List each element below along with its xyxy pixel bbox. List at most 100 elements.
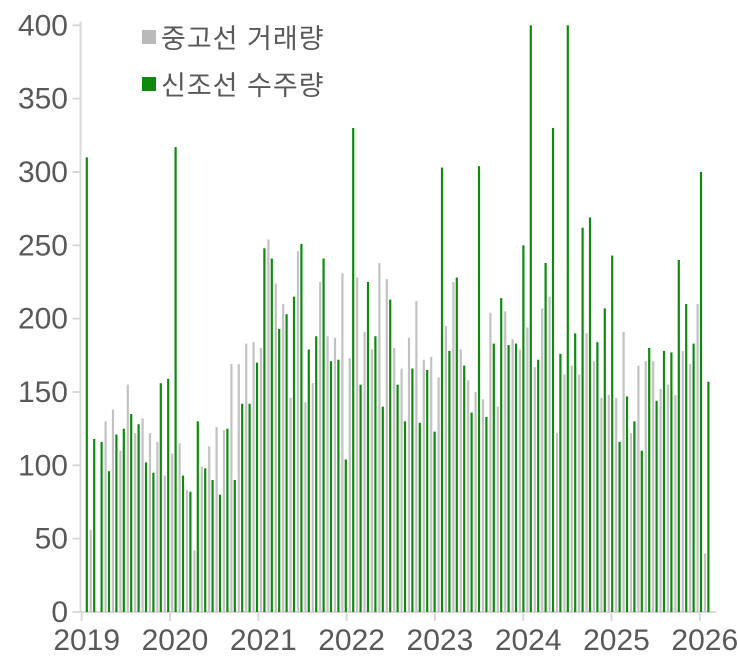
bar-used (585, 333, 588, 612)
y-tick-label: 0 (51, 596, 68, 629)
bar-used (644, 361, 647, 612)
bar-used (326, 336, 329, 612)
bar-newbuild (433, 431, 436, 612)
bar-used (215, 427, 218, 612)
bar-used (622, 331, 625, 612)
bar-newbuild (514, 343, 518, 612)
bar-newbuild (307, 349, 310, 612)
y-tick-label: 100 (18, 449, 68, 482)
bar-used (407, 337, 411, 612)
bar-newbuild (241, 403, 244, 612)
bar-newbuild (485, 416, 488, 612)
bar-used (430, 356, 433, 612)
bar-newbuild (93, 438, 96, 612)
bar-used (607, 394, 610, 612)
bar-used (674, 394, 677, 612)
bar-used (378, 262, 381, 612)
bar-newbuild (418, 422, 421, 612)
bar-used (637, 365, 640, 612)
x-tick-label: 2024 (495, 624, 562, 657)
bar-newbuild (389, 299, 392, 612)
bar-newbuild (100, 441, 103, 612)
bar-newbuild (248, 403, 251, 612)
y-tick-label: 300 (18, 156, 68, 189)
bar-newbuild (300, 243, 303, 612)
bar-used (89, 529, 92, 612)
bar-used (319, 281, 322, 612)
bar-used (237, 364, 240, 612)
bar-newbuild (366, 281, 370, 612)
bar-newbuild (507, 345, 510, 612)
bar-used (119, 450, 122, 612)
bar-used (696, 303, 699, 612)
bar-used (652, 361, 655, 612)
bar-used (178, 443, 181, 612)
bar-used (518, 349, 522, 612)
bar-used (393, 347, 396, 612)
x-tick-label: 2019 (53, 624, 120, 657)
bar-used (570, 365, 573, 612)
bar-newbuild (707, 381, 710, 612)
x-tick-label: 2023 (407, 624, 474, 657)
bar-newbuild (455, 277, 458, 612)
bar-used (444, 325, 448, 612)
bar-newbuild (648, 347, 651, 612)
bar-used (282, 303, 285, 612)
bar-newbuild (189, 491, 192, 612)
used-series-swatch-icon (142, 29, 156, 44)
bar-newbuild (662, 350, 666, 612)
bar-used (311, 383, 314, 612)
bar-newbuild (655, 400, 658, 612)
y-tick-label: 50 (35, 523, 68, 556)
bar-used (467, 380, 470, 612)
bar-used (163, 475, 166, 612)
bar-newbuild (107, 471, 111, 612)
y-tick-label: 400 (18, 9, 68, 42)
bar-newbuild (315, 336, 318, 612)
bar-used (289, 397, 292, 612)
bar-newbuild (477, 166, 481, 612)
bar-newbuild (403, 421, 407, 612)
bar-used (230, 364, 233, 612)
chart-legend: 중고선 거래량 신조선 수주량 (142, 13, 325, 107)
bar-newbuild (559, 353, 562, 612)
bar-newbuild (344, 459, 347, 612)
bar-used (504, 311, 507, 612)
bar-used (356, 277, 359, 612)
bar-used (171, 453, 174, 612)
bar-used (141, 418, 144, 612)
bar-newbuild (137, 424, 140, 612)
bar-used (259, 347, 263, 612)
bar-used (222, 430, 226, 612)
bar-newbuild (167, 378, 170, 612)
bar-newbuild (359, 384, 362, 612)
legend-label-newbuild: 신조선 수주량 (161, 71, 325, 101)
bar-newbuild (374, 336, 377, 612)
bar-used (422, 359, 425, 612)
bar-newbuild (574, 333, 577, 612)
bar-newbuild (470, 412, 473, 612)
bar-used (615, 397, 618, 612)
bar-used (245, 343, 248, 612)
bar-newbuild (677, 259, 680, 612)
bar-newbuild (500, 298, 503, 612)
y-tick-label: 150 (18, 376, 68, 409)
bar-used (304, 402, 307, 612)
bar-used (267, 239, 270, 613)
bar-used (541, 308, 544, 612)
bar-newbuild (352, 127, 355, 612)
bar-newbuild (625, 396, 629, 612)
bar-newbuild (196, 421, 199, 612)
bar-newbuild (270, 258, 273, 612)
bar-used (578, 374, 581, 612)
y-tick-label: 350 (18, 83, 68, 116)
bar-used (134, 433, 137, 612)
bar-newbuild (544, 262, 547, 612)
bar-newbuild (329, 361, 333, 612)
bar-used (104, 421, 107, 612)
bar-newbuild (292, 296, 296, 612)
bar-newbuild (426, 369, 429, 612)
bar-used (208, 446, 211, 612)
bar-newbuild (130, 413, 133, 612)
